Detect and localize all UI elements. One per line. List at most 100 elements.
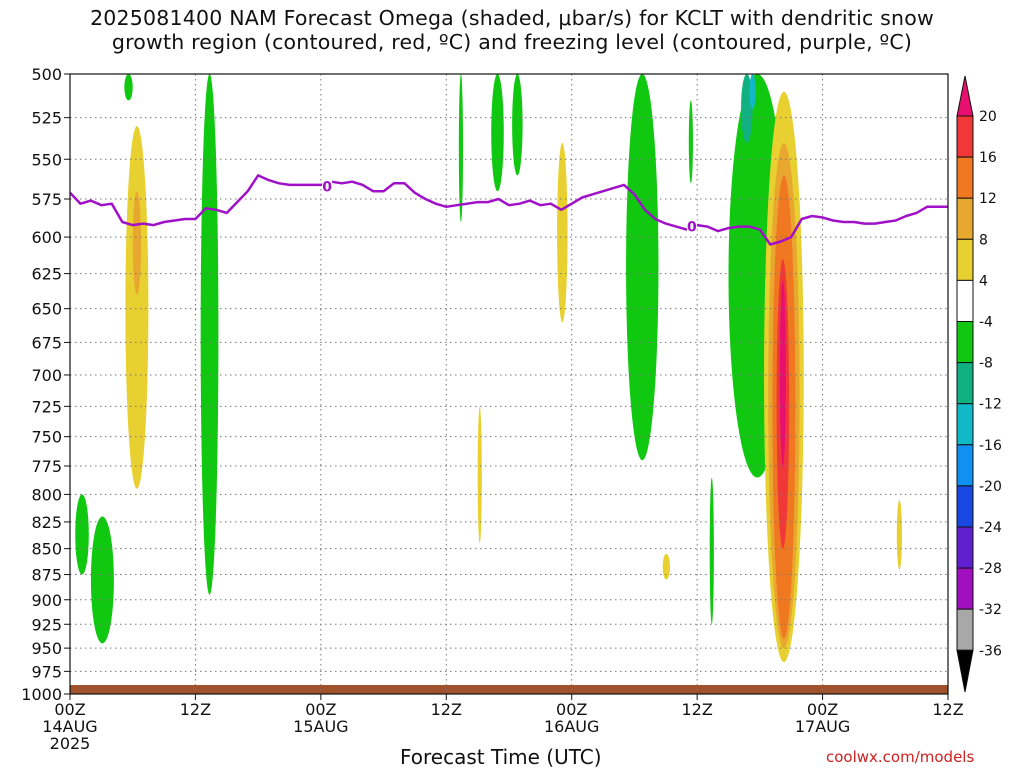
- chart-title-line2: growth region (contoured, red, ºC) and f…: [111, 30, 913, 54]
- y-tick-label: 500: [31, 65, 62, 84]
- plot-frame: [69, 73, 949, 695]
- chart-title-line1: 2025081400 NAM Forecast Omega (shaded, μ…: [90, 6, 934, 30]
- y-tick-label: 1000: [21, 685, 62, 704]
- omega-region: [75, 494, 89, 575]
- y-tick-label: 625: [31, 265, 62, 284]
- contour-label-bg: [322, 177, 333, 194]
- y-tick-label: 950: [31, 639, 62, 658]
- omega-shading-layer: [75, 73, 903, 663]
- y-tick-label: 725: [31, 397, 62, 416]
- contour-label: 0: [322, 179, 332, 195]
- colorbar-swatch: [956, 567, 974, 610]
- contour-label: 0: [687, 220, 697, 236]
- x-tick-year: 2025: [50, 734, 91, 753]
- colorbar-swatch: [956, 321, 974, 364]
- omega-region: [896, 499, 903, 570]
- source-credit: coolwx.com/models: [826, 748, 975, 766]
- omega-region: [200, 74, 219, 595]
- y-tick-label: 850: [31, 540, 62, 559]
- y-tick-label: 525: [31, 109, 62, 128]
- x-tick-label: 00Z: [556, 700, 587, 719]
- terrain-fill: [70, 685, 948, 694]
- omega-region: [125, 126, 149, 489]
- contour-label-bg: [686, 217, 697, 234]
- y-tick-label: 775: [31, 457, 62, 476]
- omega-region: [557, 142, 568, 323]
- omega-region: [458, 74, 464, 223]
- colorbar-label: 12: [979, 191, 997, 207]
- omega-region: [749, 74, 756, 110]
- x-axis-label: Forecast Time (UTC): [400, 745, 602, 769]
- colorbar-swatch: [956, 444, 974, 487]
- colorbar-swatch: [956, 115, 974, 158]
- x-tick-label: 00Z: [305, 700, 336, 719]
- colorbar-label: 4: [979, 273, 988, 289]
- x-tick-date: 17AUG: [795, 717, 850, 736]
- omega-region: [626, 73, 659, 461]
- y-tick-label: 975: [31, 662, 62, 681]
- x-tick-label: 12Z: [932, 700, 963, 719]
- chart-title: 2025081400 NAM Forecast Omega (shaded, μ…: [0, 6, 1024, 54]
- colorbar-swatch: [956, 197, 974, 240]
- freezing-level-line: [69, 174, 948, 246]
- colorbar-swatch: [956, 526, 974, 569]
- y-tick-label: 800: [31, 485, 62, 504]
- freezing-level-layer: 00: [69, 174, 948, 246]
- colorbar-swatch: [956, 279, 974, 322]
- y-tick-label: 575: [31, 190, 62, 209]
- x-tick-date: 14AUG: [42, 717, 97, 736]
- x-tick-label: 00Z: [807, 700, 838, 719]
- omega-region: [779, 280, 786, 467]
- omega-region: [688, 100, 693, 184]
- colorbar-label: -32: [979, 602, 1002, 618]
- colorbar: 20 16 12 8 4 -4 -8 -12 -16 -20 -24 -28 -32 -36: [956, 75, 1002, 693]
- omega-region: [90, 516, 114, 644]
- omega-region: [477, 406, 482, 544]
- y-tick-label: 875: [31, 566, 62, 585]
- colorbar-swatch: [956, 485, 974, 528]
- colorbar-swatch: [956, 238, 974, 281]
- colorbar-label: -16: [979, 438, 1002, 454]
- colorbar-swatch: [956, 608, 974, 651]
- y-tick-label: 750: [31, 428, 62, 447]
- colorbar-label: -12: [979, 397, 1002, 413]
- y-tick-label: 675: [31, 333, 62, 352]
- x-tick-label: 12Z: [681, 700, 712, 719]
- colorbar-swatch: [956, 403, 974, 446]
- colorbar-swatch: [956, 362, 974, 405]
- omega-region: [512, 74, 523, 176]
- omega-region: [124, 74, 133, 101]
- y-tick-label: 925: [31, 615, 62, 634]
- grid-layer: [70, 74, 948, 694]
- colorbar-bottom-arrow: [956, 649, 974, 693]
- x-tick-label: 00Z: [54, 700, 85, 719]
- y-tick-label: 550: [31, 150, 62, 169]
- colorbar-label: -36: [979, 643, 1002, 659]
- colorbar-label: -4: [979, 315, 993, 331]
- y-tick-label: 700: [31, 366, 62, 385]
- x-tick-label: 12Z: [180, 700, 211, 719]
- x-tick-date: 15AUG: [293, 717, 348, 736]
- y-tick-label: 600: [31, 228, 62, 247]
- y-tick-label: 825: [31, 513, 62, 532]
- omega-region: [662, 553, 670, 580]
- colorbar-label: -24: [979, 520, 1002, 536]
- colorbar-label: 16: [979, 150, 997, 166]
- omega-region: [491, 73, 504, 192]
- colorbar-label: -28: [979, 561, 1002, 577]
- omega-region: [132, 191, 142, 295]
- x-tick-label: 12Z: [431, 700, 462, 719]
- terrain-layer: [70, 685, 948, 694]
- x-tick-date: 16AUG: [544, 717, 599, 736]
- y-tick-label: 900: [31, 591, 62, 610]
- y-tick-label: 650: [31, 300, 62, 319]
- colorbar-swatch: [956, 156, 974, 199]
- omega-region: [709, 477, 714, 625]
- colorbar-label: 8: [979, 232, 988, 248]
- axes-layer: 500 525 550 575 600 625 650 675 700 725 750 775 800 8…: [21, 65, 963, 753]
- colorbar-label: -8: [979, 356, 993, 372]
- colorbar-label: 20: [979, 109, 997, 125]
- colorbar-label: -20: [979, 479, 1002, 495]
- colorbar-top-arrow: [956, 75, 974, 117]
